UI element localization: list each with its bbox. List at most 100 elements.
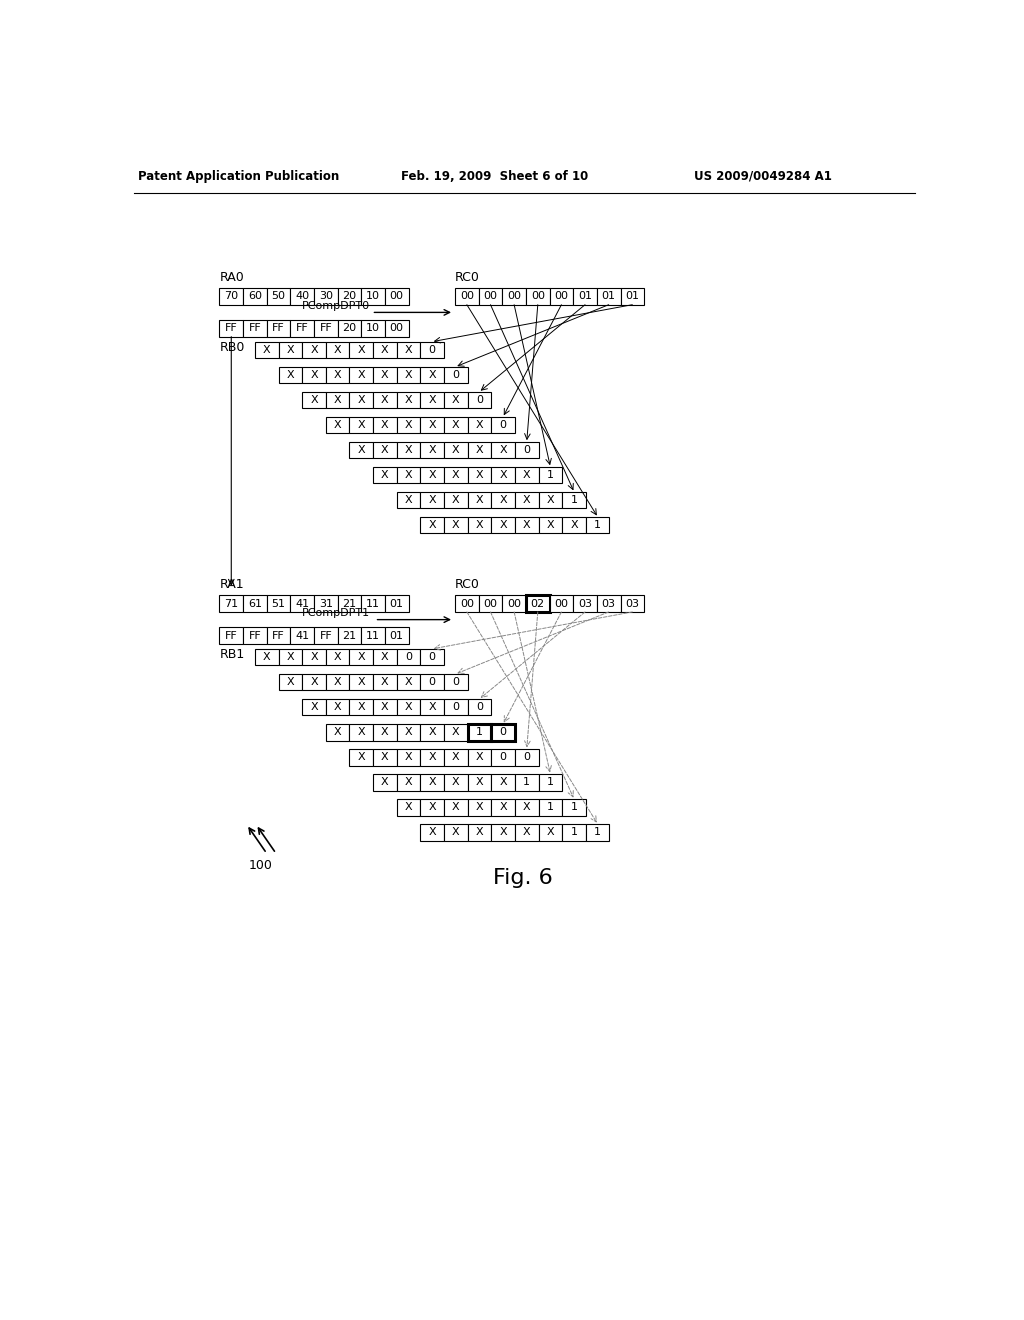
Text: X: X	[452, 395, 460, 405]
Text: X: X	[381, 777, 389, 787]
Text: X: X	[452, 495, 460, 506]
Bar	[421, 774, 444, 791]
Text: 00: 00	[507, 292, 521, 301]
Bar	[279, 675, 302, 690]
Bar	[291, 321, 314, 337]
Bar	[550, 595, 573, 612]
Bar	[349, 367, 373, 383]
Text: X: X	[357, 727, 366, 738]
Bar	[349, 748, 373, 766]
Bar	[586, 824, 609, 841]
Text: 11: 11	[367, 631, 380, 640]
Bar	[468, 824, 492, 841]
Text: X: X	[404, 395, 413, 405]
Bar	[468, 417, 492, 433]
Bar	[421, 442, 444, 458]
Text: FF: FF	[272, 631, 285, 640]
Text: FF: FF	[249, 631, 261, 640]
Text: 21: 21	[342, 631, 356, 640]
Bar	[515, 492, 539, 508]
Text: X: X	[404, 470, 413, 480]
Bar	[349, 392, 373, 408]
Text: 0: 0	[476, 702, 483, 713]
Bar	[279, 342, 302, 358]
Bar	[385, 321, 409, 337]
Text: RB1: RB1	[219, 648, 245, 661]
Bar	[373, 649, 396, 665]
Text: X: X	[334, 702, 341, 713]
Text: X: X	[381, 345, 389, 355]
Text: 0: 0	[523, 445, 530, 455]
Bar	[444, 799, 468, 816]
Bar	[349, 649, 373, 665]
Bar	[243, 595, 266, 612]
Text: X: X	[334, 420, 341, 430]
Bar	[302, 649, 326, 665]
Bar	[421, 417, 444, 433]
Bar	[421, 723, 444, 741]
Bar	[421, 492, 444, 508]
Bar	[526, 595, 550, 612]
Text: FF: FF	[272, 323, 285, 334]
Text: 0: 0	[406, 652, 412, 663]
Text: X: X	[500, 828, 507, 837]
Bar	[314, 627, 338, 644]
Bar	[396, 367, 421, 383]
Text: X: X	[452, 445, 460, 455]
Bar	[444, 417, 468, 433]
Bar	[562, 517, 586, 533]
Text: X: X	[452, 420, 460, 430]
Text: X: X	[334, 652, 341, 663]
Text: 00: 00	[530, 292, 545, 301]
Text: 00: 00	[460, 599, 474, 609]
Bar	[326, 649, 349, 665]
Bar	[266, 595, 291, 612]
Text: X: X	[428, 702, 436, 713]
Text: X: X	[404, 495, 413, 506]
Text: X: X	[381, 470, 389, 480]
Bar	[219, 288, 243, 305]
Text: X: X	[500, 445, 507, 455]
Bar	[492, 799, 515, 816]
Bar	[492, 417, 515, 433]
Bar	[396, 675, 421, 690]
Text: 1: 1	[523, 777, 530, 787]
Text: X: X	[404, 702, 413, 713]
Text: 71: 71	[224, 599, 239, 609]
Text: X: X	[263, 652, 270, 663]
Text: X: X	[404, 803, 413, 812]
Text: Patent Application Publication: Patent Application Publication	[138, 170, 339, 183]
Text: X: X	[310, 702, 317, 713]
Bar	[444, 748, 468, 766]
Text: US 2009/0049284 A1: US 2009/0049284 A1	[693, 170, 831, 183]
Text: X: X	[310, 677, 317, 688]
Text: X: X	[381, 727, 389, 738]
Text: X: X	[500, 803, 507, 812]
Text: X: X	[334, 727, 341, 738]
Bar	[492, 774, 515, 791]
Bar	[326, 342, 349, 358]
Bar	[314, 288, 338, 305]
Text: X: X	[547, 828, 554, 837]
Bar	[421, 700, 444, 715]
Bar	[444, 824, 468, 841]
Bar	[338, 321, 361, 337]
Text: 00: 00	[554, 599, 568, 609]
Bar	[621, 595, 644, 612]
Bar	[421, 392, 444, 408]
Bar	[373, 392, 396, 408]
Text: X: X	[381, 752, 389, 762]
Bar	[243, 321, 266, 337]
Bar	[492, 748, 515, 766]
Bar	[361, 321, 385, 337]
Text: X: X	[476, 445, 483, 455]
Bar	[515, 517, 539, 533]
Text: X: X	[428, 727, 436, 738]
Text: 00: 00	[460, 292, 474, 301]
Text: X: X	[428, 420, 436, 430]
Text: 0: 0	[429, 652, 435, 663]
Text: X: X	[287, 677, 294, 688]
Text: X: X	[523, 520, 530, 531]
Bar	[492, 442, 515, 458]
Bar	[373, 675, 396, 690]
